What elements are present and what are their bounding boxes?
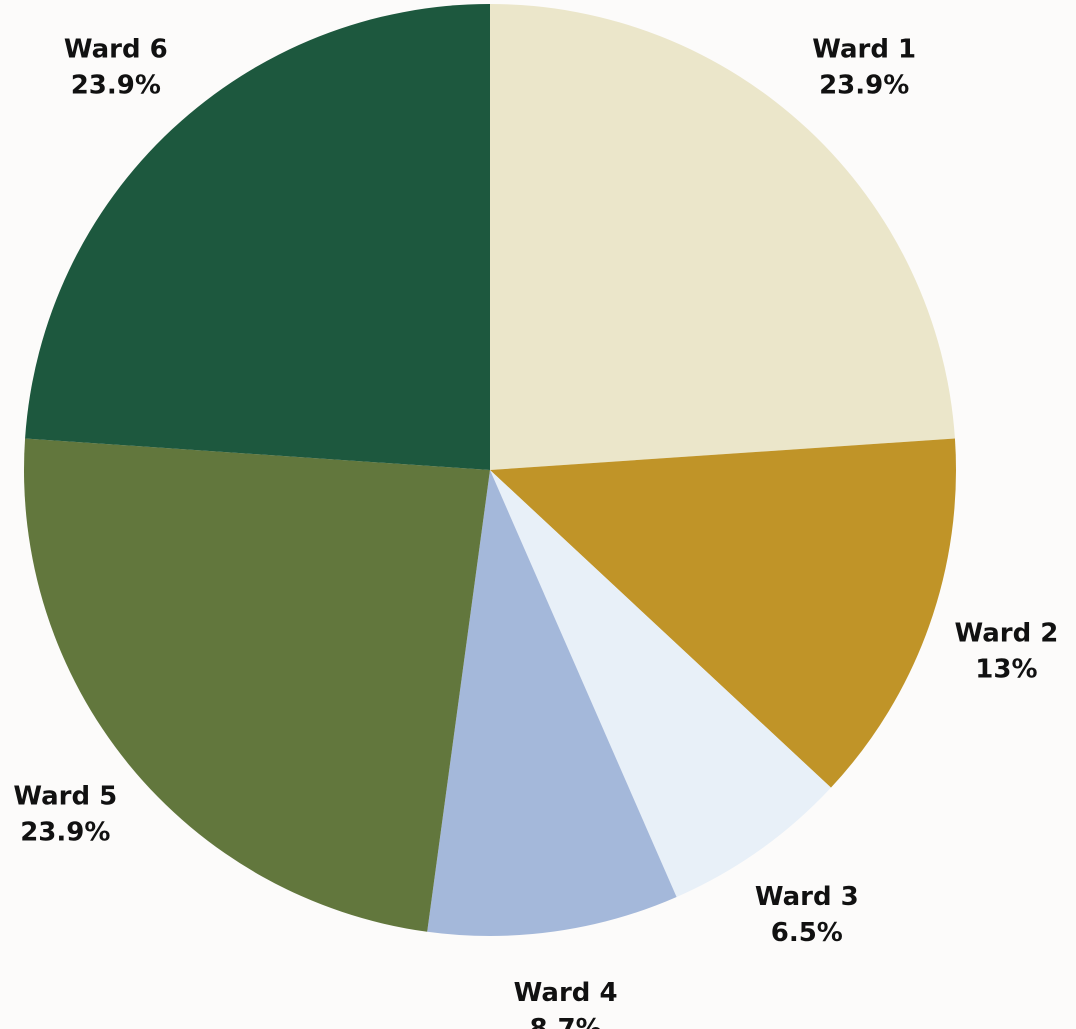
pie-slice-ward-5 (23, 438, 490, 932)
slice-category-label: Ward 3 (755, 882, 859, 912)
pie-slice-ward-2 (490, 438, 957, 788)
pie-label-ward-3: Ward 3 6.5% (755, 882, 859, 948)
slice-value-label: 6.5% (771, 918, 843, 948)
slice-value-label: 13% (975, 654, 1037, 684)
slice-value-label: 8.7% (530, 1014, 602, 1029)
pie-label-ward-5: Ward 5 23.9% (13, 781, 117, 847)
pie-slice-ward-3 (490, 470, 831, 898)
slice-category-label: Ward 4 (514, 978, 618, 1008)
pie-label-ward-6: Ward 6 23.9% (64, 35, 168, 101)
slice-category-label: Ward 5 (13, 781, 117, 811)
slice-category-label: Ward 6 (64, 35, 168, 65)
pie-label-ward-4: Ward 4 8.7% (514, 978, 618, 1029)
pie-slice-ward-6 (25, 4, 491, 470)
pie-labels: Ward 1 23.9% Ward 2 13% Ward 3 6.5% Ward 4 8.7%… (13, 35, 1058, 1029)
pie-slice-ward-4 (427, 470, 677, 937)
pie-label-ward-2: Ward 2 13% (954, 618, 1058, 684)
slice-value-label: 23.9% (20, 817, 110, 847)
slice-category-label: Ward 1 (812, 35, 916, 65)
slice-value-label: 23.9% (819, 71, 909, 101)
slice-category-label: Ward 2 (954, 618, 1058, 648)
pie-slice-ward-1 (490, 4, 955, 470)
slice-value-label: 23.9% (71, 71, 161, 101)
pie-label-ward-1: Ward 1 23.9% (812, 35, 916, 101)
pie-slices (23, 4, 957, 937)
